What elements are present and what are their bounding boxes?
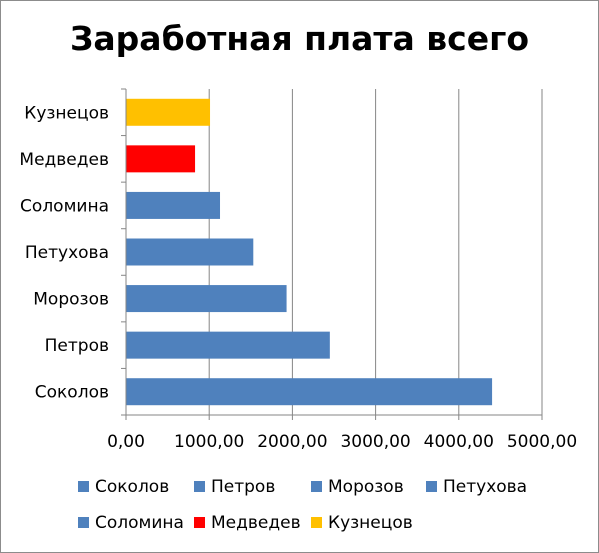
legend-swatch [194,517,205,528]
legend-item: Соломина [78,513,184,533]
bar-3 [126,285,287,313]
legend-item: Соколов [78,477,169,497]
bar-4 [126,238,254,266]
legend-item: Морозов [311,477,404,497]
category-label: Петров [45,336,109,356]
bar-chart-plot: Соколов Петров Морозов Петухова Соломина Медв… [19,88,577,452]
x-tick-label: 2000,00 [257,432,327,452]
chart-title: Заработная плата всего [69,19,530,58]
x-tick-label: 3000,00 [340,432,410,452]
x-tick-label: 0,00 [107,432,145,452]
legend-swatch [194,481,205,492]
chart-legend: Соколов Петров Морозов Петухова Соломина Медв… [1,473,598,543]
bar-5 [126,191,221,219]
legend-item: Петухова [426,477,527,497]
legend-item: Кузнецов [311,513,413,533]
legend-label: Соломина [95,513,184,533]
legend-label: Медведев [211,513,301,533]
category-label: Морозов [33,290,109,310]
category-label: Соколов [35,383,109,403]
legend-swatch [78,481,89,492]
legend-label: Петухова [443,477,528,497]
legend-swatch [311,481,322,492]
bar-6 [126,145,196,173]
category-label: Медведев [19,150,109,170]
x-tick-label: 1000,00 [174,432,244,452]
x-tick-label: 4000,00 [424,432,494,452]
legend-swatch [311,517,322,528]
bar-2 [126,331,330,359]
legend-item: Петров [194,477,275,497]
legend-label: Петров [211,477,276,497]
category-label: Петухова [25,243,109,263]
bar-7 [126,98,211,126]
category-label: Соломина [20,196,109,216]
bar-1 [126,378,493,406]
legend-swatch [78,517,89,528]
legend-item: Медведев [194,513,301,533]
x-tick-label: 5000,00 [507,432,577,452]
legend-swatch [426,481,437,492]
legend-label: Морозов [328,477,404,497]
legend-label: Соколов [95,477,170,497]
legend-label: Кузнецов [328,513,413,533]
category-label: Кузнецов [24,103,109,123]
